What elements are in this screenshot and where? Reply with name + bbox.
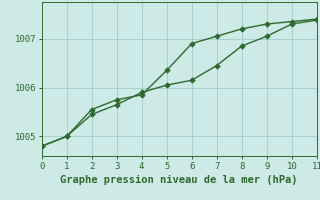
X-axis label: Graphe pression niveau de la mer (hPa): Graphe pression niveau de la mer (hPa) xyxy=(60,175,298,185)
